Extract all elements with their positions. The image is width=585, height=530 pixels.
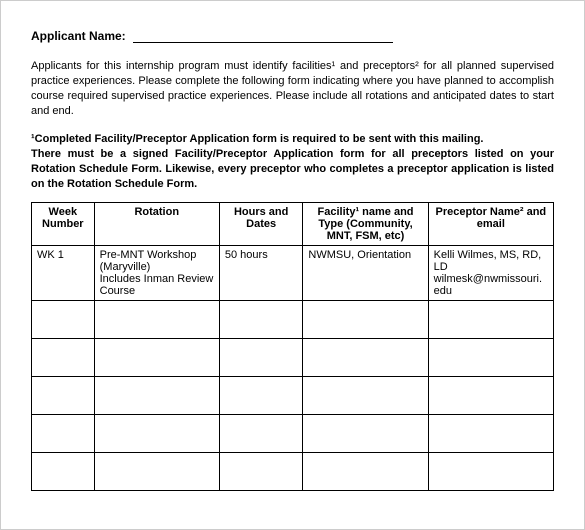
table-row: WK 1 Pre-MNT Workshop (Maryville)Include… bbox=[32, 245, 554, 300]
table-body: WK 1 Pre-MNT Workshop (Maryville)Include… bbox=[32, 245, 554, 490]
table-row bbox=[32, 452, 554, 490]
rotation-schedule-table: Week Number Rotation Hours and Dates Fac… bbox=[31, 202, 554, 491]
applicant-name-label: Applicant Name: bbox=[31, 29, 126, 43]
table-row bbox=[32, 414, 554, 452]
table-row bbox=[32, 300, 554, 338]
col-hours: Hours and Dates bbox=[219, 202, 303, 245]
cell-preceptor: Kelli Wilmes, MS, RD, LDwilmesk@nwmissou… bbox=[428, 245, 553, 300]
cell-rotation: Pre-MNT Workshop (Maryville)Includes Inm… bbox=[94, 245, 219, 300]
cell-facility: NWMSU, Orientation bbox=[303, 245, 428, 300]
table-row bbox=[32, 338, 554, 376]
col-week: Week Number bbox=[32, 202, 95, 245]
note-paragraph: ¹Completed Facility/Preceptor Applicatio… bbox=[31, 132, 554, 191]
cell-week: WK 1 bbox=[32, 245, 95, 300]
col-facility: Facility¹ name and Type (Community, MNT,… bbox=[303, 202, 428, 245]
applicant-name-line: Applicant Name: bbox=[31, 29, 554, 43]
table-header-row: Week Number Rotation Hours and Dates Fac… bbox=[32, 202, 554, 245]
applicant-name-underline bbox=[133, 42, 393, 43]
col-rotation: Rotation bbox=[94, 202, 219, 245]
intro-paragraph: Applicants for this internship program m… bbox=[31, 59, 554, 118]
cell-hours: 50 hours bbox=[219, 245, 303, 300]
table-row bbox=[32, 376, 554, 414]
col-preceptor: Preceptor Name² and email bbox=[428, 202, 553, 245]
